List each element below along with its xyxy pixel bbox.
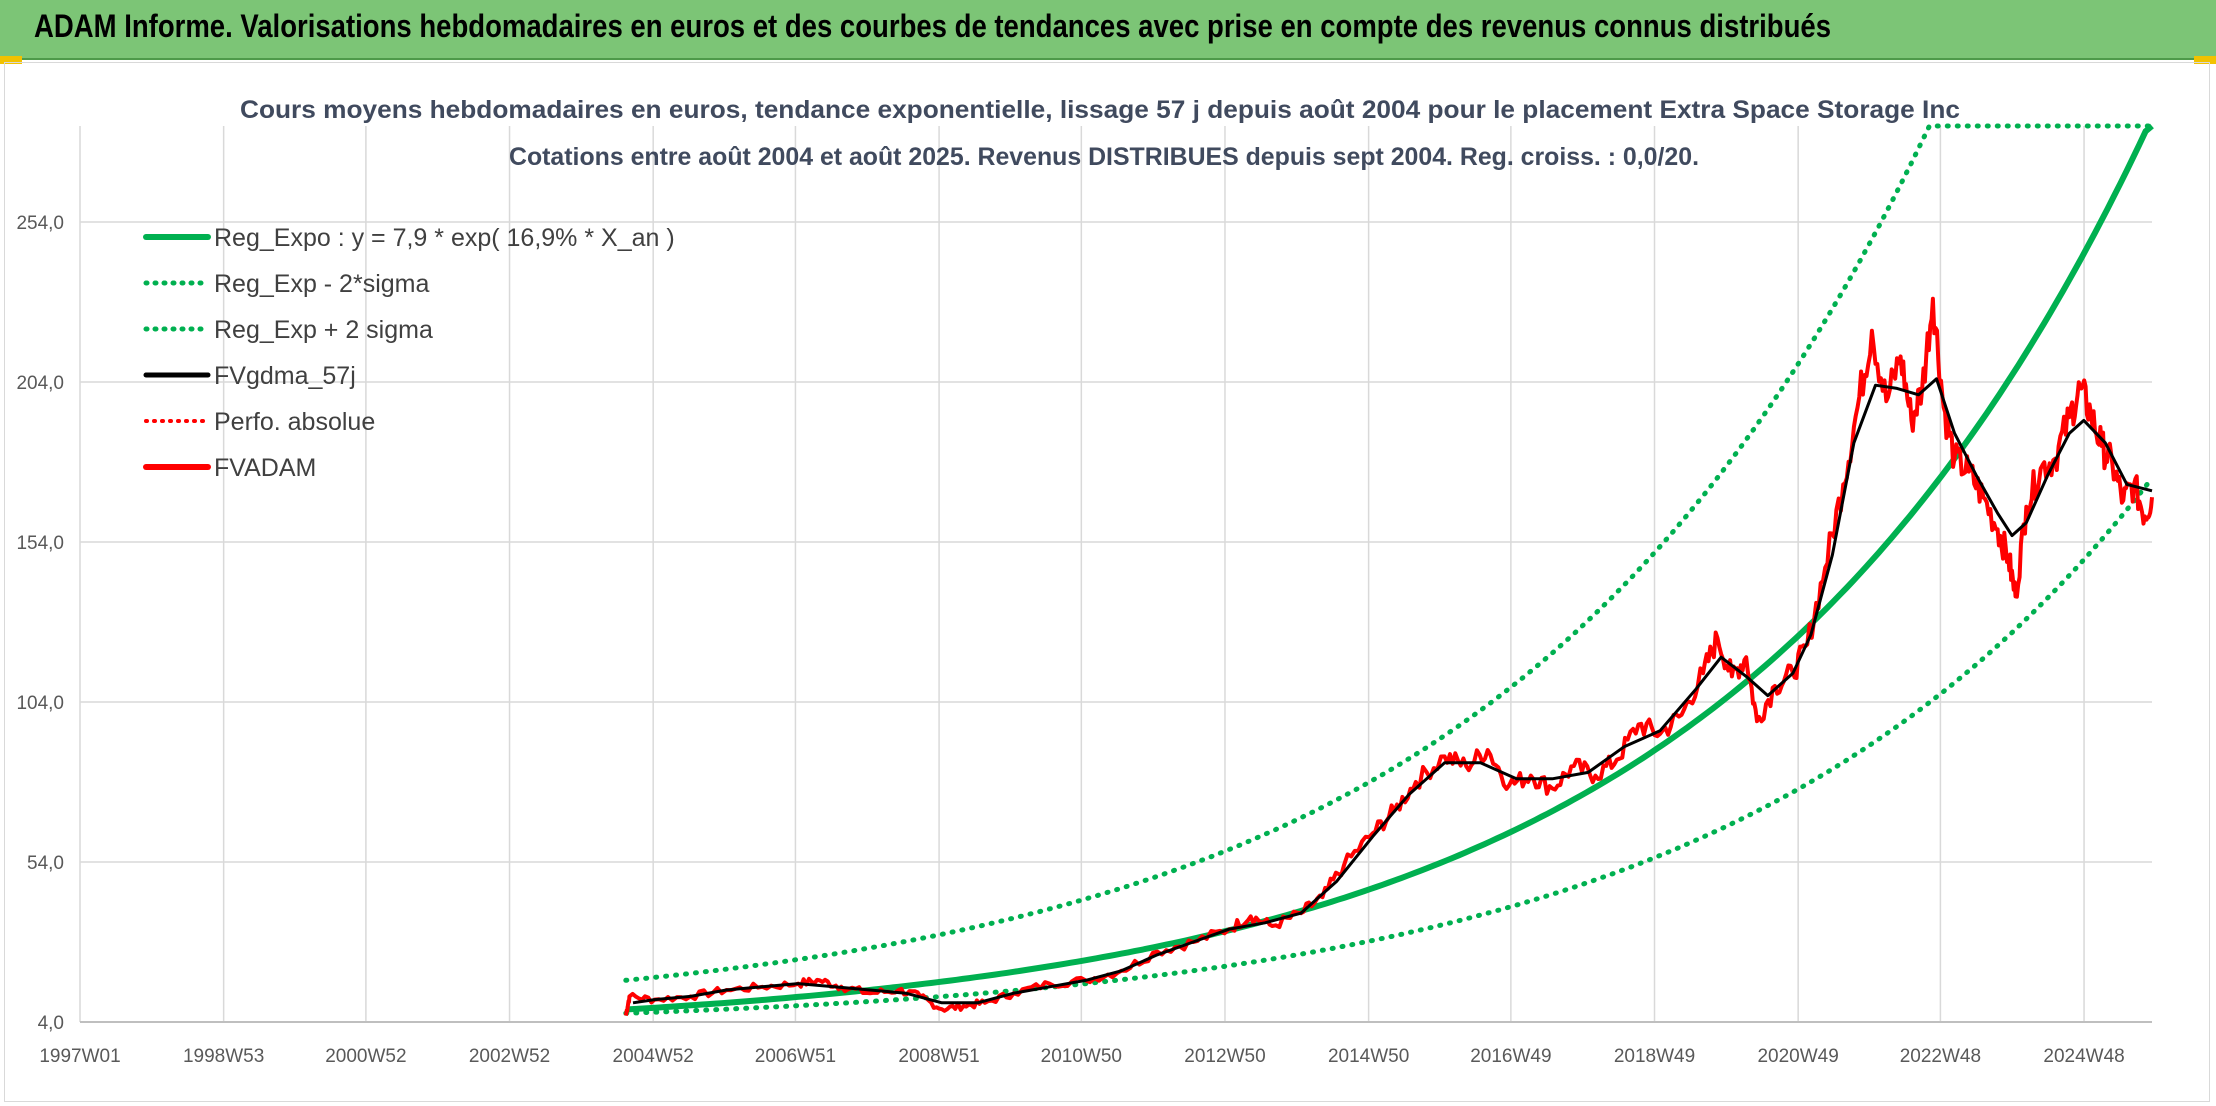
- x-axis-ticks: 1997W01 1998W53 2000W52 2002W52 2004W52 2006W…: [39, 1046, 2124, 1067]
- chart-title-line2: Cotations entre août 2004 et août 2025. …: [509, 143, 1699, 171]
- x-tick-label: 2014W50: [1328, 1046, 1409, 1067]
- x-tick-label: 2012W50: [1184, 1046, 1265, 1067]
- x-tick-label: 2010W50: [1041, 1046, 1122, 1067]
- x-tick-label: 2006W51: [755, 1046, 836, 1067]
- x-tick-label: 2018W49: [1614, 1046, 1695, 1067]
- y-tick-label: 154,0: [16, 533, 64, 554]
- x-tick-label: 1998W53: [183, 1046, 264, 1067]
- report-banner: ADAM Informe. Valorisations hebdomadaire…: [0, 0, 2216, 60]
- y-tick-label: 104,0: [16, 693, 64, 714]
- chart-title-line1: Cours moyens hebdomadaires en euros, ten…: [240, 96, 1960, 124]
- x-tick-label: 2000W52: [325, 1046, 406, 1067]
- report-title: ADAM Informe. Valorisations hebdomadaire…: [34, 8, 1831, 44]
- fvadam-line: [623, 296, 2154, 1017]
- x-tick-label: 1997W01: [39, 1046, 120, 1067]
- legend-label: Reg_Exp + 2 sigma: [214, 316, 433, 344]
- y-tick-label: 54,0: [27, 853, 64, 874]
- chart-frame: [4, 62, 2210, 1102]
- y-tick-label: 254,0: [16, 213, 64, 234]
- grid: [79, 126, 2152, 1023]
- x-tick-label: 2024W48: [2043, 1046, 2124, 1067]
- x-tick-label: 2022W48: [1900, 1046, 1981, 1067]
- corner-marker-right: [2194, 56, 2216, 64]
- series-curves: [623, 123, 2155, 1017]
- y-axis-ticks: 4,0 54,0 104,0 154,0 204,0 254,0: [16, 213, 64, 1034]
- legend: Reg_Expo : y = 7,9 * exp( 16,9% * X_an )…: [143, 224, 675, 482]
- reg-lower-curve: [623, 475, 2155, 1016]
- x-tick-label: 2016W49: [1470, 1046, 1551, 1067]
- legend-label: Reg_Exp - 2*sigma: [214, 270, 429, 298]
- reg-expo-curve: [625, 123, 2154, 1013]
- x-tick-label: 2020W49: [1757, 1046, 1838, 1067]
- legend-label: Perfo. absolue: [214, 408, 375, 436]
- x-tick-label: 2004W52: [613, 1046, 694, 1067]
- x-tick-label: 2008W51: [898, 1046, 979, 1067]
- y-tick-label: 204,0: [16, 373, 64, 394]
- y-tick-label: 4,0: [38, 1013, 64, 1034]
- legend-label: FVgdma_57j: [214, 362, 356, 390]
- legend-label: FVADAM: [214, 454, 316, 482]
- legend-label: Reg_Expo : y = 7,9 * exp( 16,9% * X_an ): [214, 224, 675, 252]
- corner-marker-left: [0, 56, 22, 64]
- reg-upper-curve: [623, 123, 2155, 983]
- x-tick-label: 2002W52: [469, 1046, 550, 1067]
- fvgdma-line: [632, 377, 2153, 1005]
